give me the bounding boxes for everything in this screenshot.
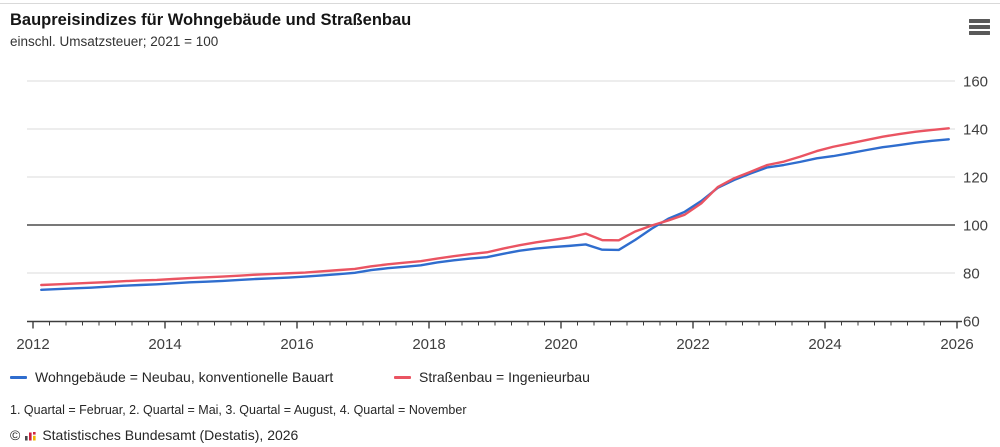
y-gridlines bbox=[27, 80, 955, 274]
page-title: Baupreisindizes für Wohngebäude und Stra… bbox=[10, 11, 412, 29]
copyright-symbol: © bbox=[10, 427, 21, 443]
chart-header: Baupreisindizes für Wohngebäude und Stra… bbox=[10, 10, 950, 49]
legend-item-strassenbau[interactable]: Straßenbau = Ingenieurbau bbox=[394, 369, 590, 385]
menu-bar bbox=[969, 19, 990, 23]
x-axis bbox=[27, 320, 962, 329]
x-tick-label: 2026 bbox=[940, 336, 973, 353]
x-tick-label: 2014 bbox=[148, 336, 181, 353]
menu-bar bbox=[969, 25, 990, 29]
legend-item-wohngebaeude[interactable]: Wohngebäude = Neubau, konventionelle Bau… bbox=[10, 369, 333, 385]
y-tick-label: 140 bbox=[963, 122, 988, 139]
y-tick-label: 160 bbox=[963, 74, 988, 91]
legend-label: Wohngebäude = Neubau, konventionelle Bau… bbox=[35, 369, 334, 385]
quartal-footnote: 1. Quartal = Februar, 2. Quartal = Mai, … bbox=[10, 403, 467, 417]
y-tick-label: 60 bbox=[963, 314, 980, 331]
hamburger-menu-icon[interactable] bbox=[969, 16, 995, 38]
y-tick-label: 80 bbox=[963, 266, 980, 283]
copyright-line: © Statistisches Bundesamt (Destatis), 20… bbox=[10, 427, 298, 443]
x-tick-label: 2016 bbox=[280, 336, 313, 353]
chart-subtitle: einschl. Umsatzsteuer; 2021 = 100 bbox=[10, 33, 219, 49]
y-tick-label: 120 bbox=[963, 170, 988, 187]
copyright-text: Statistisches Bundesamt (Destatis), 2026 bbox=[42, 427, 299, 443]
x-tick-label: 2024 bbox=[808, 336, 841, 353]
price-index-line-chart: 60 80 100 120 140 160 2012 2014 2016 2018 2020 2022… bbox=[16, 74, 988, 354]
x-tick-label: 2020 bbox=[544, 336, 577, 353]
y-tick-label: 100 bbox=[963, 218, 988, 235]
menu-bar bbox=[969, 31, 990, 35]
strassenbau-series-line[interactable] bbox=[40, 127, 950, 287]
x-tick-label: 2012 bbox=[16, 336, 49, 353]
top-divider bbox=[0, 3, 1000, 4]
wohngebaeude-series-line[interactable] bbox=[40, 138, 950, 291]
y-axis-labels: 60 80 100 120 140 160 bbox=[963, 74, 988, 331]
destatis-bar-chart-icon bbox=[25, 432, 36, 441]
strassenbau-line-swatch bbox=[394, 375, 411, 379]
x-tick-label: 2018 bbox=[412, 336, 445, 353]
chart-legend: Wohngebäude = Neubau, konventionelle Bau… bbox=[0, 369, 1000, 387]
wohngebaeude-line-swatch bbox=[10, 375, 27, 379]
x-axis-labels: 2012 2014 2016 2018 2020 2022 2024 2026 bbox=[16, 336, 973, 353]
x-tick-label: 2022 bbox=[676, 336, 709, 353]
legend-label: Straßenbau = Ingenieurbau bbox=[419, 369, 590, 385]
